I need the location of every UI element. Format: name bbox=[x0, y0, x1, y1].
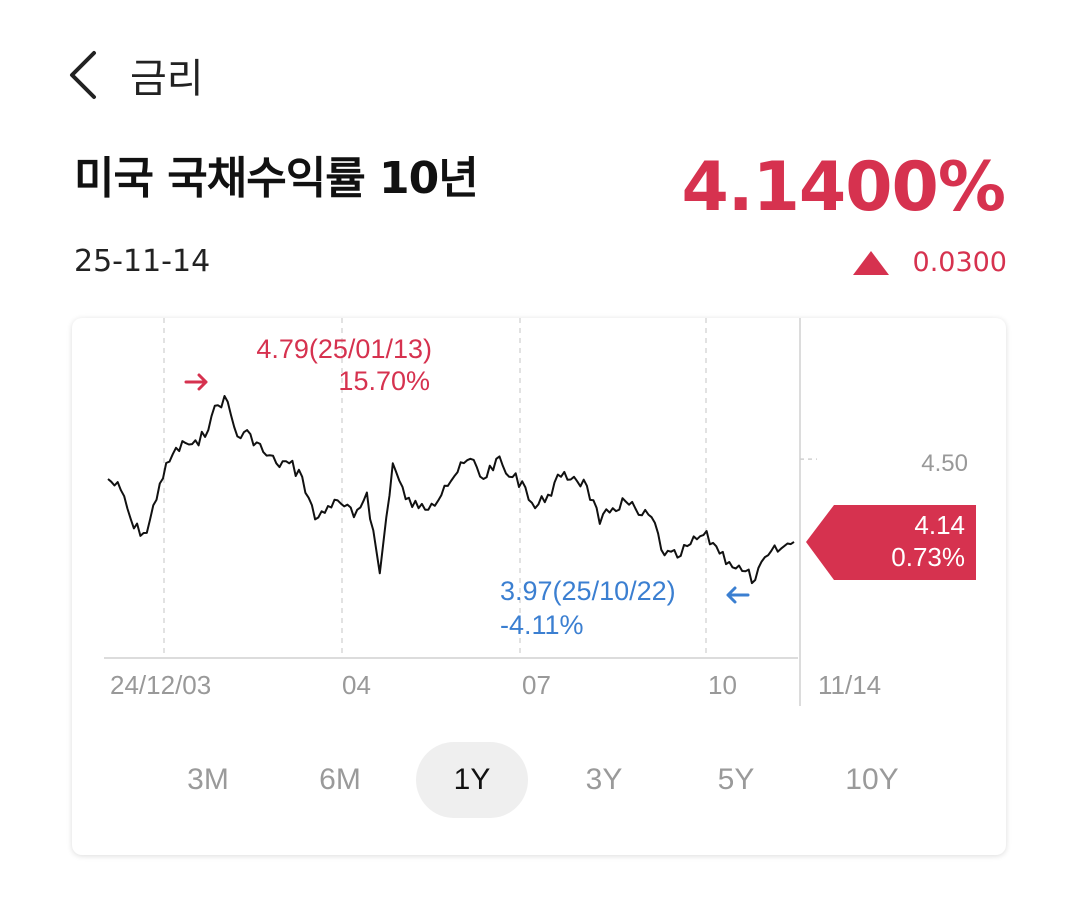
current-yield: 4.1400% bbox=[681, 148, 1006, 227]
quote-date: 25-11-14 bbox=[74, 244, 211, 279]
high-annotation-change: 15.70% bbox=[338, 366, 430, 396]
period-1y-button[interactable]: 1Y bbox=[416, 742, 528, 818]
x-tick-label-0: 24/12/03 bbox=[110, 670, 211, 700]
instrument-name: 미국 국채수익률 10년 bbox=[74, 153, 479, 204]
period-selector: 3M 6M 1Y 3Y 5Y 10Y bbox=[0, 742, 1079, 818]
high-annotation-value: 4.79(25/01/13) bbox=[256, 334, 432, 364]
change-indicator: 0.0300 bbox=[852, 247, 1007, 278]
period-3m-button[interactable]: 3M bbox=[187, 763, 229, 796]
current-tag-value: 4.14 bbox=[914, 510, 965, 540]
chart-card: 4.50 24/12/03 04 07 10 11/14 4.79(25/01/13) 15.… bbox=[72, 318, 1006, 855]
period-6m-button[interactable]: 6M bbox=[319, 763, 361, 796]
low-annotation-value: 3.97(25/10/22) bbox=[500, 576, 676, 606]
price-line bbox=[107, 395, 795, 585]
low-annotation-change: -4.11% bbox=[500, 610, 584, 640]
current-tag-change: 0.73% bbox=[891, 542, 965, 572]
low-arrow-icon bbox=[726, 586, 750, 604]
period-10y-button[interactable]: 10Y bbox=[845, 763, 899, 796]
x-tick-label-2: 07 bbox=[522, 670, 551, 700]
x-tick-label-1: 04 bbox=[342, 670, 371, 700]
app-header: 금리 bbox=[60, 40, 204, 110]
up-triangle-icon bbox=[852, 250, 889, 275]
period-3y-button[interactable]: 3Y bbox=[585, 763, 623, 796]
y-tick-label: 4.50 bbox=[921, 450, 968, 477]
period-5y-button[interactable]: 5Y bbox=[717, 763, 755, 796]
back-arrow-icon[interactable] bbox=[60, 45, 104, 105]
header-title: 금리 bbox=[130, 56, 204, 102]
current-value-tag bbox=[806, 505, 976, 580]
x-tick-label-4: 11/14 bbox=[818, 670, 881, 700]
change-value: 0.0300 bbox=[912, 247, 1007, 278]
x-tick-label-3: 10 bbox=[708, 670, 737, 700]
yield-chart[interactable]: 4.50 24/12/03 04 07 10 11/14 4.79(25/01/13)15.… bbox=[72, 318, 1006, 718]
high-arrow-icon bbox=[184, 373, 208, 391]
